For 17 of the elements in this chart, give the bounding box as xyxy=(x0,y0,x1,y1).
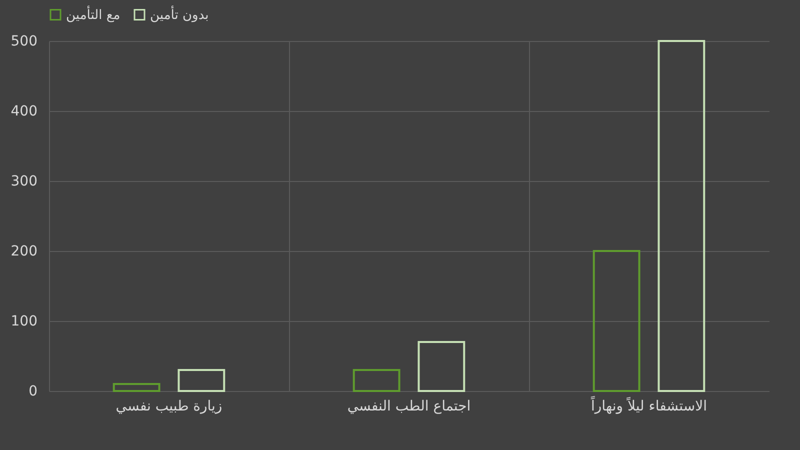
bar xyxy=(112,383,160,392)
bar xyxy=(592,250,640,392)
x-tick-label: الاستشفاء ليلاً ونهاراً xyxy=(590,395,708,414)
legend-label: مع التأمين xyxy=(66,4,120,23)
legend-label: بدون تأمين xyxy=(150,4,209,23)
y-tick-label: 500 xyxy=(10,34,38,50)
y-tick-label: 0 xyxy=(28,384,38,400)
bar xyxy=(658,40,706,392)
y-tick-label: 400 xyxy=(10,104,38,120)
bar xyxy=(178,369,226,392)
y-tick-label: 200 xyxy=(10,244,38,260)
x-tick-label: اجتماع الطب النفسي xyxy=(347,398,471,414)
bar xyxy=(418,341,466,392)
x-tick-label: زيارة طبيب نفسي xyxy=(116,398,222,414)
bar xyxy=(352,369,400,392)
y-tick-label: 300 xyxy=(10,174,38,190)
y-tick-label: 100 xyxy=(10,314,38,330)
